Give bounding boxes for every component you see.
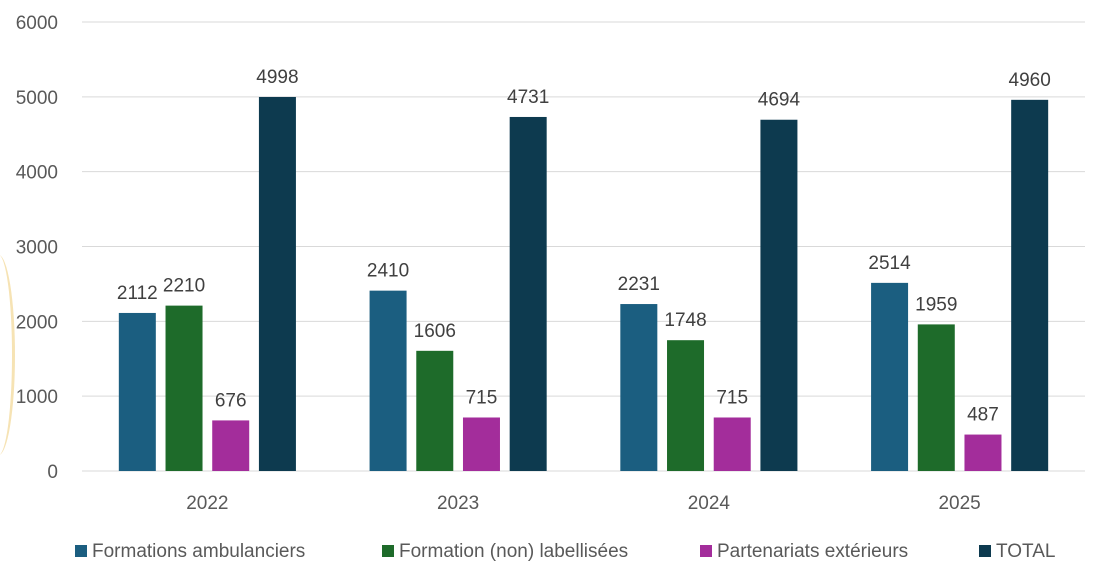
legend-label: TOTAL <box>996 541 1055 562</box>
data-label: 2410 <box>367 261 409 282</box>
data-label: 4998 <box>256 67 298 88</box>
legend: Formations ambulanciers Formation (non) l… <box>75 541 1055 562</box>
y-tick-label: 4000 <box>16 163 58 184</box>
bar <box>917 324 955 471</box>
bar <box>1011 99 1049 472</box>
data-label: 1959 <box>915 294 957 315</box>
legend-label: Formations ambulanciers <box>92 541 305 562</box>
legend-label: Partenariats extérieurs <box>717 541 908 562</box>
y-tick-label: 2000 <box>16 312 58 333</box>
data-label: 2210 <box>163 276 205 297</box>
legend-swatch <box>979 545 991 557</box>
y-tick-label: 6000 <box>16 13 58 34</box>
bars <box>118 96 1049 472</box>
x-tick-label: 2023 <box>437 493 479 514</box>
data-label: 2112 <box>117 283 158 304</box>
bar <box>509 116 547 471</box>
decorative-arc <box>0 255 15 455</box>
data-label: 2231 <box>618 274 660 295</box>
bar <box>118 312 156 471</box>
y-tick-label: 0 <box>47 462 58 483</box>
x-tick-label: 2024 <box>688 493 731 514</box>
bar <box>258 96 296 471</box>
bar <box>165 305 203 471</box>
data-label: 4694 <box>758 90 801 111</box>
legend-item: Formation (non) labellisées <box>382 541 628 562</box>
data-label: 4960 <box>1009 70 1051 91</box>
legend-swatch <box>382 545 394 557</box>
legend-item: TOTAL <box>979 541 1055 562</box>
legend-swatch <box>700 545 712 557</box>
data-label: 487 <box>967 405 999 426</box>
data-label: 4731 <box>507 87 549 108</box>
bar <box>871 282 909 471</box>
bar <box>713 417 751 471</box>
legend-label: Formation (non) labellisées <box>399 541 628 562</box>
bar <box>667 340 705 471</box>
data-label: 715 <box>466 387 498 408</box>
y-tick-label: 5000 <box>16 88 58 109</box>
data-label: 1748 <box>664 310 706 331</box>
bar <box>462 417 500 471</box>
data-label: 2514 <box>868 253 911 274</box>
x-tick-label: 2022 <box>186 493 228 514</box>
bar <box>416 350 454 471</box>
y-axis-ticks: 0 1000 2000 3000 4000 5000 6000 <box>16 13 58 483</box>
legend-item: Formations ambulanciers <box>75 541 305 562</box>
legend-swatch <box>75 545 87 557</box>
data-label: 715 <box>716 387 748 408</box>
bar <box>760 119 798 471</box>
x-axis-ticks: 2022 2023 2024 2025 <box>186 493 981 514</box>
bar <box>369 290 407 471</box>
y-tick-label: 1000 <box>16 387 58 408</box>
x-tick-label: 2025 <box>938 493 980 514</box>
y-tick-label: 3000 <box>16 238 58 259</box>
bar <box>212 420 250 471</box>
legend-item: Partenariats extérieurs <box>700 541 908 562</box>
data-label: 1606 <box>414 321 456 342</box>
bar <box>620 304 658 471</box>
bar <box>964 434 1002 471</box>
data-label: 676 <box>215 390 247 411</box>
